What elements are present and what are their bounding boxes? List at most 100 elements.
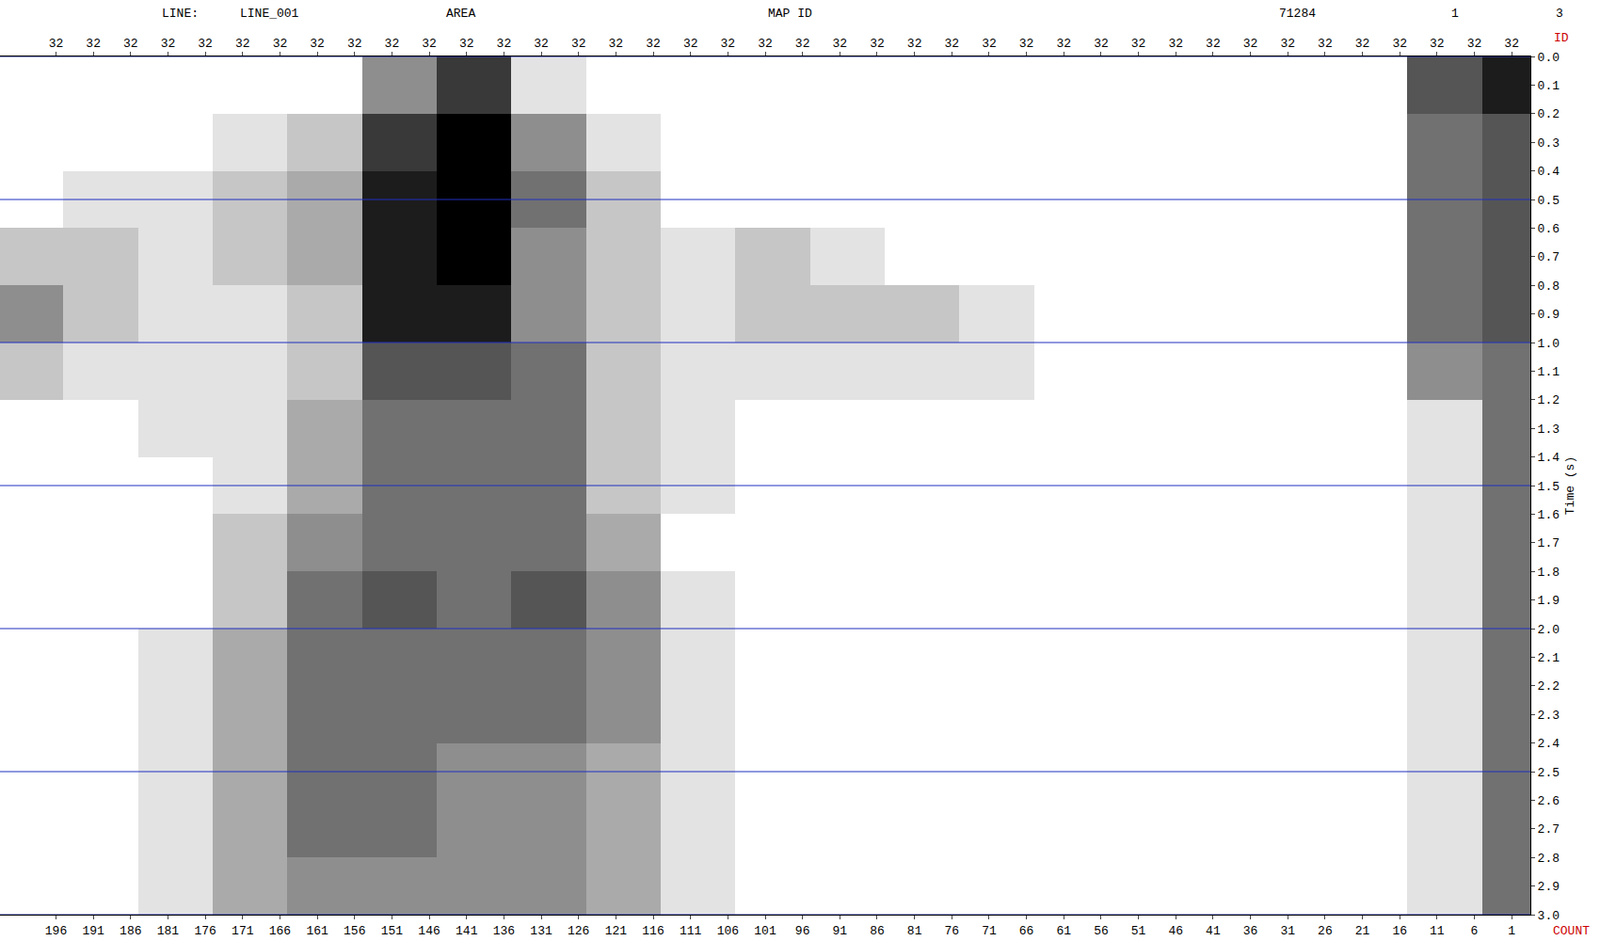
svg-text:MAP ID: MAP ID	[768, 6, 813, 21]
svg-text:32: 32	[459, 36, 475, 51]
svg-text:AREA: AREA	[446, 6, 476, 21]
svg-text:0.3: 0.3	[1537, 136, 1560, 151]
svg-text:0.8: 0.8	[1537, 279, 1560, 294]
svg-text:1.8: 1.8	[1537, 565, 1560, 580]
svg-text:32: 32	[1355, 36, 1371, 51]
svg-text:2.5: 2.5	[1537, 766, 1560, 781]
svg-text:0.6: 0.6	[1537, 222, 1560, 237]
svg-text:26: 26	[1317, 924, 1333, 939]
svg-text:106: 106	[717, 924, 739, 939]
svg-text:32: 32	[1205, 36, 1221, 51]
svg-text:32: 32	[496, 36, 512, 51]
svg-text:32: 32	[832, 36, 848, 51]
svg-text:2.0: 2.0	[1537, 623, 1560, 638]
svg-text:1.1: 1.1	[1537, 365, 1561, 380]
svg-text:181: 181	[157, 924, 180, 939]
svg-text:32: 32	[944, 36, 960, 51]
svg-text:32: 32	[160, 36, 176, 51]
svg-text:101: 101	[753, 924, 777, 939]
svg-text:1.7: 1.7	[1537, 536, 1560, 551]
svg-text:96: 96	[795, 924, 811, 939]
svg-text:32: 32	[571, 36, 587, 51]
svg-text:46: 46	[1168, 924, 1184, 939]
svg-text:2.1: 2.1	[1537, 651, 1561, 666]
svg-text:0.1: 0.1	[1537, 79, 1561, 94]
svg-text:32: 32	[272, 36, 288, 51]
svg-text:176: 176	[193, 924, 216, 939]
svg-text:91: 91	[832, 924, 848, 939]
svg-text:16: 16	[1392, 924, 1408, 939]
svg-text:61: 61	[1056, 924, 1072, 939]
svg-text:LINE_001: LINE_001	[240, 6, 300, 21]
svg-text:146: 146	[417, 924, 440, 939]
svg-text:41: 41	[1205, 924, 1221, 939]
svg-text:0.2: 0.2	[1537, 107, 1560, 122]
svg-text:66: 66	[1019, 924, 1035, 939]
svg-text:2.6: 2.6	[1537, 794, 1560, 809]
svg-text:6: 6	[1471, 924, 1479, 939]
svg-text:161: 161	[305, 924, 329, 939]
svg-text:32: 32	[1093, 36, 1109, 51]
svg-text:LINE:: LINE:	[161, 6, 199, 21]
svg-text:0.9: 0.9	[1537, 307, 1560, 322]
svg-text:1.4: 1.4	[1537, 450, 1561, 465]
svg-text:0.0: 0.0	[1537, 50, 1560, 65]
svg-text:1: 1	[1507, 924, 1516, 939]
svg-text:121: 121	[605, 924, 628, 939]
svg-text:1.3: 1.3	[1537, 422, 1560, 437]
svg-text:36: 36	[1243, 924, 1259, 939]
svg-text:191: 191	[81, 924, 105, 939]
svg-text:141: 141	[455, 924, 479, 939]
svg-text:32: 32	[235, 36, 251, 51]
svg-text:86: 86	[869, 924, 885, 939]
svg-text:32: 32	[1392, 36, 1408, 51]
svg-text:1: 1	[1451, 6, 1459, 21]
svg-text:1.5: 1.5	[1537, 480, 1560, 495]
svg-text:196: 196	[45, 924, 67, 939]
svg-text:32: 32	[683, 36, 699, 51]
svg-text:81: 81	[907, 924, 923, 939]
svg-text:32: 32	[197, 36, 213, 51]
svg-text:32: 32	[907, 36, 923, 51]
svg-text:2.2: 2.2	[1537, 679, 1560, 694]
svg-text:21: 21	[1355, 924, 1371, 939]
svg-text:2.7: 2.7	[1537, 822, 1560, 837]
svg-text:32: 32	[85, 36, 101, 51]
svg-text:1.2: 1.2	[1537, 393, 1560, 408]
svg-text:0.4: 0.4	[1537, 164, 1561, 179]
svg-text:2.8: 2.8	[1537, 851, 1560, 866]
svg-text:Time (s): Time (s)	[1563, 456, 1578, 515]
svg-text:32: 32	[1131, 36, 1147, 51]
svg-text:32: 32	[981, 36, 997, 51]
svg-text:1.6: 1.6	[1537, 508, 1560, 523]
svg-text:56: 56	[1093, 924, 1109, 939]
svg-text:136: 136	[493, 924, 515, 939]
svg-text:32: 32	[1317, 36, 1333, 51]
svg-text:116: 116	[641, 924, 664, 939]
svg-text:76: 76	[944, 924, 960, 939]
svg-text:32: 32	[1056, 36, 1072, 51]
svg-text:32: 32	[720, 36, 736, 51]
svg-text:32: 32	[869, 36, 885, 51]
svg-text:COUNT: COUNT	[1552, 924, 1590, 939]
svg-text:32: 32	[1467, 36, 1483, 51]
svg-text:3.0: 3.0	[1537, 909, 1560, 924]
svg-text:32: 32	[608, 36, 624, 51]
svg-text:171: 171	[231, 924, 255, 939]
svg-text:32: 32	[1019, 36, 1035, 51]
svg-text:0.7: 0.7	[1537, 250, 1560, 265]
svg-text:32: 32	[1504, 36, 1520, 51]
svg-text:32: 32	[1168, 36, 1184, 51]
svg-text:32: 32	[123, 36, 139, 51]
svg-text:1.9: 1.9	[1537, 593, 1560, 608]
svg-text:156: 156	[343, 924, 366, 939]
svg-text:32: 32	[421, 36, 437, 51]
svg-text:ID: ID	[1553, 31, 1569, 46]
svg-text:32: 32	[1429, 36, 1445, 51]
svg-text:51: 51	[1131, 924, 1147, 939]
svg-text:186: 186	[119, 924, 142, 939]
svg-text:2.9: 2.9	[1537, 880, 1560, 895]
svg-text:2.3: 2.3	[1537, 708, 1560, 723]
svg-text:32: 32	[309, 36, 325, 51]
svg-text:32: 32	[757, 36, 773, 51]
